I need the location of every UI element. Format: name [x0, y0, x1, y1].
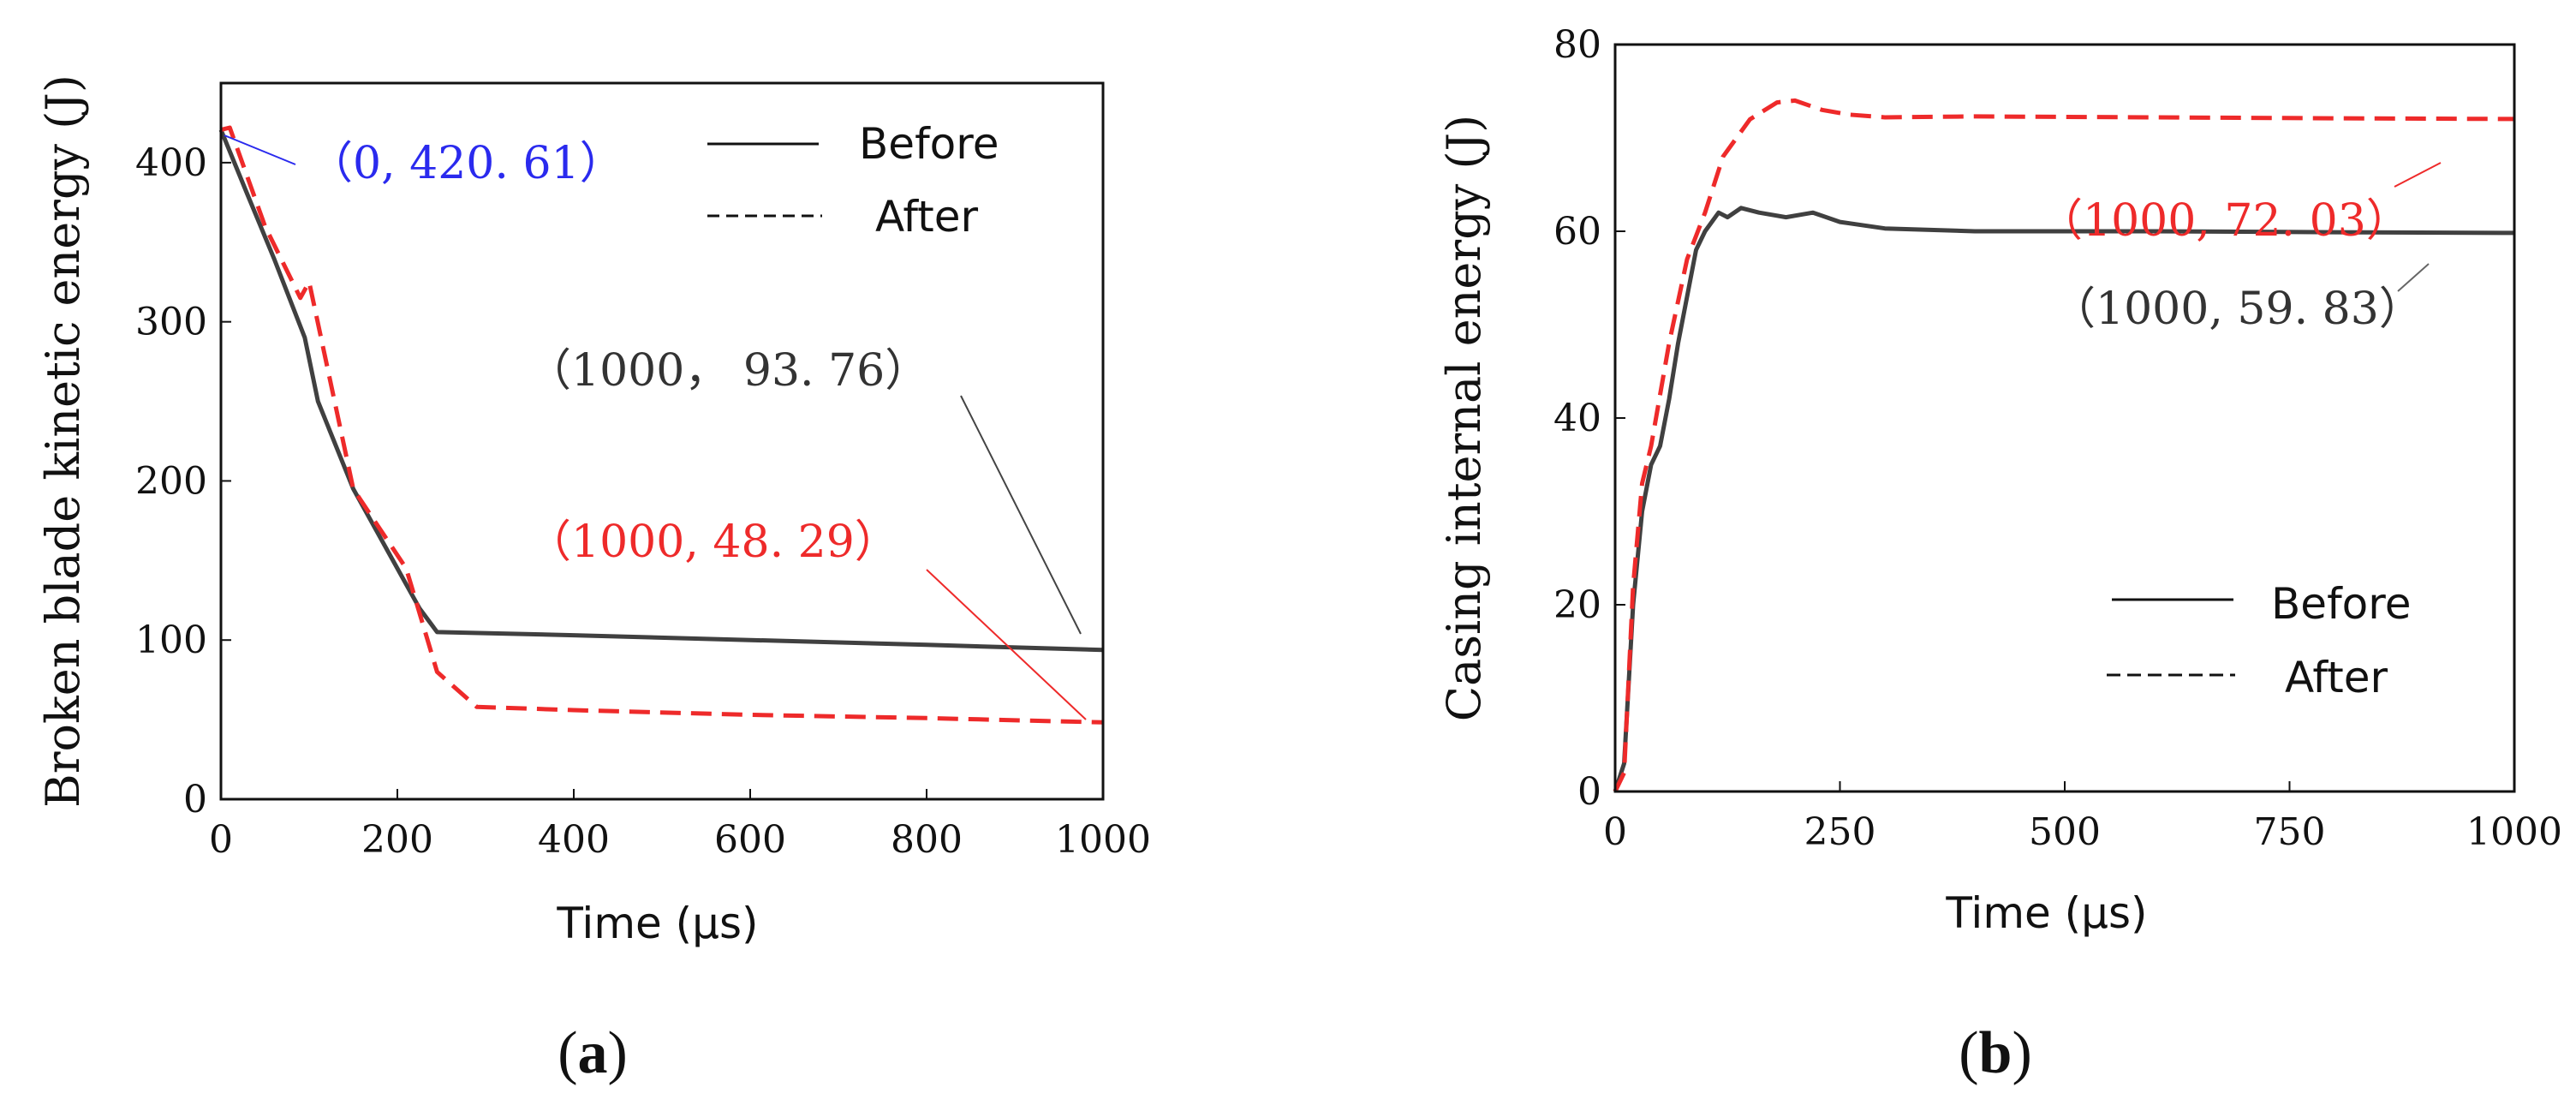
panel-b-y-tick-label: 60	[1553, 210, 1601, 254]
panel-a-ticks: 0 200 400 600 800 1000 0 100 200 300 400	[135, 141, 1151, 862]
panel-b-annotation-leader-after	[2394, 162, 2442, 188]
panel-b-annotation-leader-before	[2397, 263, 2430, 292]
panel-a-x-axis-label: Time (µs)	[556, 899, 758, 948]
panel-a-legend-after-label: After	[875, 192, 979, 242]
panel-a-legend: Before After	[707, 119, 999, 242]
panel-a-y-tick-label: 0	[183, 778, 207, 821]
panel-a-annotation-after-end: （1000, 48. 29）	[527, 517, 899, 568]
panel-a-x-tick-label: 800	[891, 818, 963, 862]
panel-a-x-tick-label: 0	[209, 818, 233, 862]
panel-b: 0 250 500 750 1000 0 20 40 60 80 Casing internal …	[1437, 23, 2562, 1086]
panel-b-x-tick-label: 750	[2254, 810, 2326, 854]
panel-a-caption: (a)	[558, 1020, 628, 1086]
panel-b-caption-letter: b	[1979, 1020, 2012, 1086]
panel-a-y-tick-label: 300	[135, 301, 207, 344]
panel-b-y-tick-label: 80	[1553, 23, 1601, 67]
panel-a-x-tick-label: 200	[361, 818, 433, 862]
panel-a-annotation-before-end: （1000， 93. 76）	[527, 345, 929, 397]
panel-a-y-tick-label: 400	[135, 141, 207, 185]
panel-b-annotation-before-end: （1000, 59. 83）	[2051, 284, 2424, 335]
panel-a-y-tick-label: 200	[135, 459, 207, 503]
panel-a-x-tick-label: 600	[714, 818, 786, 862]
panel-b-ticks: 0 250 500 750 1000 0 20 40 60 80	[1553, 23, 2562, 854]
panel-b-x-tick-label: 0	[1603, 810, 1627, 854]
panel-a-series-before-line	[218, 128, 1104, 653]
panel-a-annotation-leader-before	[960, 395, 1082, 635]
panel-a-x-tick-label: 1000	[1055, 818, 1151, 862]
panel-b-legend: Before After	[2107, 579, 2411, 702]
panel-b-caption: (b)	[1959, 1020, 2032, 1086]
panel-b-x-tick-label: 500	[2029, 810, 2101, 854]
panel-a-x-tick-label: 400	[538, 818, 610, 862]
panel-a-series	[218, 125, 1104, 725]
panel-a: 0 200 400 600 800 1000 0 100 200 300 400 Broken bl…	[36, 75, 1151, 1086]
panel-b-axes-frame	[1613, 43, 2516, 793]
panel-b-x-tick-label: 250	[1804, 810, 1876, 854]
panel-a-annotation-leader-blue	[224, 134, 296, 165]
panel-b-y-tick-label: 40	[1553, 397, 1601, 440]
panel-a-y-tick-label: 100	[135, 618, 207, 662]
panel-a-legend-before-label: Before	[859, 119, 999, 169]
panel-a-axes-frame	[219, 81, 1105, 801]
panel-b-x-tick-label: 1000	[2466, 810, 2562, 854]
panel-b-y-axis-label: Casing internal energy (J)	[1437, 115, 1491, 721]
panel-a-y-axis-label: Broken blade kinetic energy (J)	[36, 75, 90, 808]
panel-b-series-after-line	[1613, 98, 2515, 793]
panel-b-series	[1613, 98, 2515, 793]
panel-b-annotation-after-end: （1000, 72. 03）	[2038, 195, 2411, 247]
panel-a-annotation-leader-after	[926, 569, 1087, 720]
panel-b-y-tick-label: 20	[1553, 583, 1601, 627]
panel-b-legend-after-label: After	[2285, 653, 2388, 702]
panel-a-caption-letter: a	[578, 1020, 608, 1086]
panel-b-y-tick-label: 0	[1577, 770, 1601, 814]
panel-a-annotation-start: （0, 420. 61）	[308, 138, 624, 189]
panel-b-legend-before-label: Before	[2271, 579, 2411, 629]
panel-b-x-axis-label: Time (µs)	[1945, 888, 2147, 938]
panel-b-series-before-line	[1613, 206, 2515, 792]
